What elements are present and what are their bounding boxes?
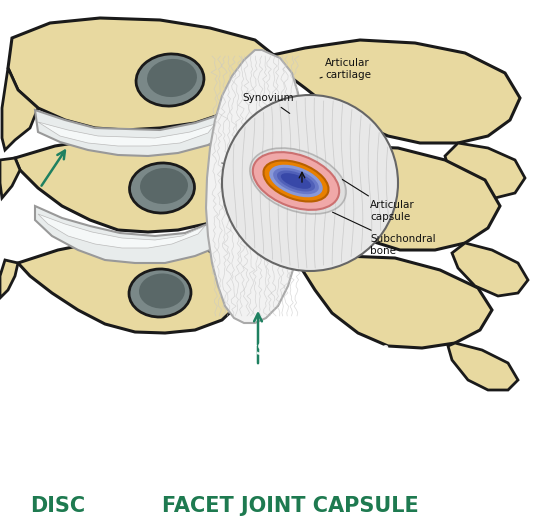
Polygon shape: [0, 158, 20, 198]
Ellipse shape: [139, 274, 185, 308]
Ellipse shape: [250, 148, 346, 214]
Polygon shape: [0, 260, 18, 298]
Ellipse shape: [273, 168, 319, 194]
Text: Articular
capsule: Articular capsule: [342, 180, 415, 222]
Text: FACET JOINT CAPSULE: FACET JOINT CAPSULE: [162, 496, 419, 516]
Polygon shape: [15, 136, 255, 232]
Polygon shape: [35, 110, 240, 156]
Polygon shape: [268, 40, 520, 143]
Polygon shape: [35, 206, 232, 263]
Ellipse shape: [140, 168, 188, 204]
Circle shape: [222, 95, 398, 271]
Text: Subchondral
bone: Subchondral bone: [333, 212, 436, 256]
Polygon shape: [8, 18, 275, 130]
Polygon shape: [18, 238, 245, 333]
Text: Articular
cartilage: Articular cartilage: [320, 58, 371, 80]
Ellipse shape: [263, 161, 328, 202]
Ellipse shape: [281, 173, 311, 189]
Ellipse shape: [129, 163, 195, 213]
Polygon shape: [2, 68, 38, 150]
Polygon shape: [445, 143, 525, 198]
Ellipse shape: [147, 59, 197, 97]
Ellipse shape: [270, 165, 323, 197]
Polygon shape: [38, 214, 205, 248]
Polygon shape: [298, 256, 492, 348]
Polygon shape: [452, 243, 528, 296]
Polygon shape: [38, 122, 215, 146]
Polygon shape: [300, 146, 500, 250]
Ellipse shape: [277, 171, 315, 192]
Text: www.NeckSolutions.com: www.NeckSolutions.com: [160, 341, 390, 359]
Ellipse shape: [136, 54, 204, 106]
Polygon shape: [206, 50, 305, 323]
Text: DISC: DISC: [30, 496, 86, 516]
Ellipse shape: [129, 269, 191, 317]
Ellipse shape: [253, 152, 339, 210]
Text: Synovium: Synovium: [242, 93, 294, 114]
Polygon shape: [448, 343, 518, 390]
